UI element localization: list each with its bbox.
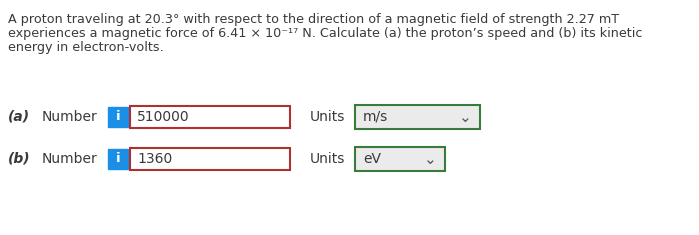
FancyBboxPatch shape — [108, 107, 128, 127]
FancyBboxPatch shape — [108, 149, 128, 169]
Text: i: i — [116, 153, 120, 165]
FancyBboxPatch shape — [355, 105, 480, 129]
Text: Units: Units — [310, 152, 345, 166]
FancyBboxPatch shape — [130, 148, 290, 170]
Text: Number: Number — [42, 152, 98, 166]
Text: experiences a magnetic force of 6.41 × 10⁻¹⁷ N. Calculate (a) the proton’s speed: experiences a magnetic force of 6.41 × 1… — [8, 27, 642, 40]
Text: energy in electron-volts.: energy in electron-volts. — [8, 41, 164, 54]
Text: ⌄: ⌄ — [459, 110, 472, 125]
Text: m/s: m/s — [363, 110, 388, 124]
Text: (a): (a) — [8, 110, 30, 124]
Text: (b): (b) — [8, 152, 31, 166]
Text: Number: Number — [42, 110, 98, 124]
Text: A proton traveling at 20.3° with respect to the direction of a magnetic field of: A proton traveling at 20.3° with respect… — [8, 13, 619, 26]
Text: Units: Units — [310, 110, 345, 124]
FancyBboxPatch shape — [355, 147, 445, 171]
Text: i: i — [116, 110, 120, 124]
Text: 1360: 1360 — [137, 152, 172, 166]
Text: eV: eV — [363, 152, 381, 166]
FancyBboxPatch shape — [130, 106, 290, 128]
Text: 510000: 510000 — [137, 110, 189, 124]
Text: ⌄: ⌄ — [424, 153, 437, 168]
